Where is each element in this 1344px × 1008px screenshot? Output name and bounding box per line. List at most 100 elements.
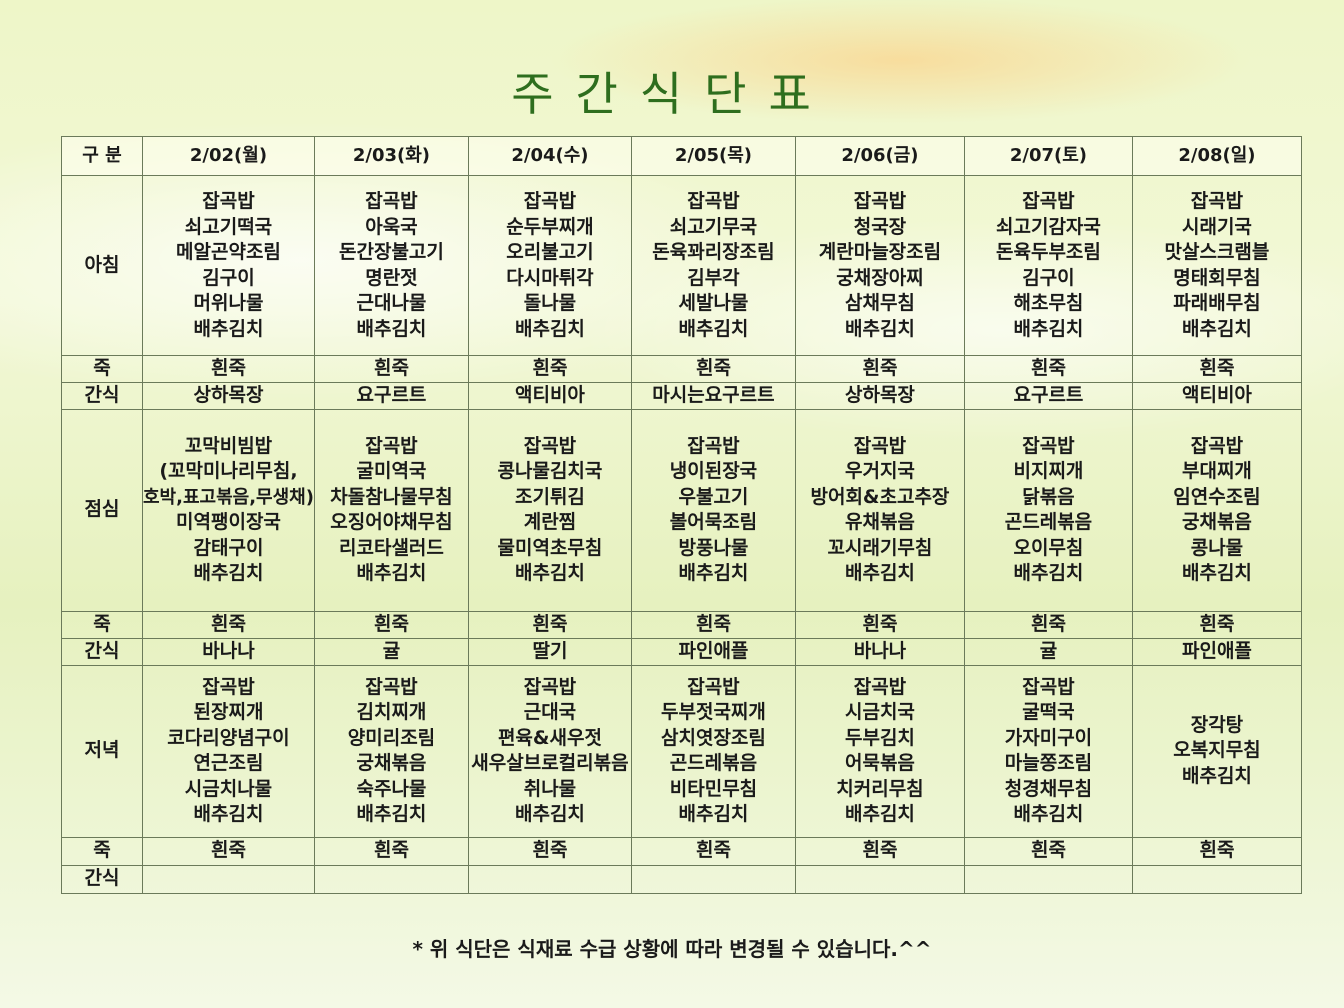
menu-item: 돌나물 (523, 292, 577, 314)
menu-item: 배추김치 (356, 562, 427, 584)
menu-item: 방어회&초고추장 (810, 485, 950, 508)
menu-item: 요구르트 (356, 383, 427, 406)
menu-item: 비타민무침 (669, 777, 758, 800)
header-category: 구 분 (61, 136, 143, 176)
row-porridge: 죽 흰죽 흰죽 흰죽 흰죽 흰죽 흰죽 흰죽 (61, 355, 1302, 383)
menu-item: 꼬시래기무침 (827, 536, 933, 559)
menu-item: 삼채무침 (844, 292, 915, 314)
menu-item: 청국장 (853, 215, 907, 238)
menu-cell: 흰죽 (963, 610, 1133, 639)
menu-cell: 마시는요구르트 (630, 381, 796, 410)
menu-cell: 바나나 (142, 637, 315, 666)
menu-cell: 잡곡밥 쇠고기떡국 메알곤약조림 김구이 머위나물 배추김치 (142, 175, 315, 356)
menu-cell: 잡곡밥 시래기국 맛살스크램블 명태회무침 파래배무침 배추김치 (1131, 175, 1302, 356)
menu-item: 배추김치 (193, 562, 264, 584)
menu-item: 배추김치 (1013, 803, 1084, 825)
menu-item: 마늘쫑조림 (1004, 752, 1093, 774)
menu-item: 배추김치 (1181, 317, 1252, 340)
menu-item: 잡곡밥 (202, 190, 255, 212)
menu-item: 흰죽 (1030, 839, 1066, 862)
menu-item: 흰죽 (210, 357, 246, 379)
menu-item: 배추김치 (1013, 562, 1084, 584)
menu-item: 궁채볶음 (1181, 511, 1252, 533)
page-title: 주간식단표 (511, 67, 833, 121)
menu-cell: 바나나 (794, 637, 965, 666)
menu-cell: 잡곡밥 순두부찌개 오리불고기 다시마튀각 돌나물 배추김치 (467, 175, 632, 356)
menu-cell: 잡곡밥 냉이된장국 우불고기 볼어묵조림 방풍나물 배추김치 (630, 408, 796, 612)
menu-item: 코다리양념구이 (167, 726, 290, 749)
menu-item: 잡곡밥 (687, 190, 740, 212)
menu-item: 굴미역국 (356, 460, 427, 482)
menu-cell: 흰죽 (1131, 355, 1302, 383)
menu-item: 흰죽 (695, 357, 731, 379)
menu-item: 흰죽 (862, 839, 898, 862)
header-row: 구 분 2/02(월) 2/03(화) 2/04(수) 2/05(목) 2/06(금) 2/… (61, 136, 1302, 176)
row-label: 아침 (61, 175, 143, 356)
menu-item: 잡곡밥 (1190, 434, 1244, 457)
menu-cell: 잡곡밥 콩나물김치국 조기튀김 계란찜 물미역초무침 배추김치 (467, 408, 632, 612)
menu-item: 잡곡밥 (523, 190, 577, 212)
menu-cell: 잡곡밥 두부젓국찌개 삼치엿장조림 곤드레볶음 비타민무침 배추김치 (630, 664, 796, 838)
menu-cell: 딸기 (467, 637, 632, 666)
menu-item: 두부김치 (844, 726, 915, 749)
menu-item: 우거지국 (844, 460, 915, 482)
header-date: 2/08(일) (1131, 136, 1302, 176)
menu-item: 딸기 (532, 639, 568, 662)
menu-item: 흰죽 (373, 839, 409, 862)
menu-item: 배추김치 (514, 803, 585, 825)
menu-item: 흰죽 (862, 612, 898, 635)
menu-item: 귤 (1039, 639, 1058, 662)
row-label: 간식 (61, 637, 143, 666)
header-date: 2/05(목) (630, 136, 796, 176)
menu-item: 흰죽 (1030, 357, 1066, 379)
row-label: 점심 (61, 408, 143, 612)
menu-item: 배추김치 (1013, 317, 1084, 340)
menu-item: 볼어묵조림 (669, 511, 758, 533)
menu-item: 액티비아 (514, 383, 585, 406)
menu-cell: 잡곡밥 아욱국 돈간장불고기 명란젓 근대나물 배추김치 (313, 175, 469, 356)
menu-item: 어묵볶음 (844, 752, 915, 774)
menu-cell: 잡곡밥 김치찌개 양미리조림 궁채볶음 숙주나물 배추김치 (313, 664, 469, 838)
menu-item: 배추김치 (844, 317, 915, 340)
menu-item: 배추김치 (514, 562, 585, 584)
row-porridge: 죽 흰죽 흰죽 흰죽 흰죽 흰죽 흰죽 흰죽 (61, 836, 1302, 866)
row-label: 저녁 (61, 664, 143, 838)
menu-item: 배추김치 (193, 803, 264, 825)
menu-item: 장각탕 (1190, 713, 1244, 736)
menu-cell: 장각탕 오복지무침 배추김치 (1131, 664, 1302, 838)
menu-cell: 흰죽 (630, 355, 796, 383)
menu-item: 다시마튀각 (506, 266, 594, 289)
menu-cell: 흰죽 (1131, 610, 1302, 639)
menu-item: 시금치국 (844, 701, 915, 723)
row-label: 죽 (61, 355, 143, 383)
menu-item: 냉이된장국 (669, 460, 758, 482)
menu-item: 잡곡밥 (853, 434, 907, 457)
menu-item: 비지찌개 (1013, 460, 1084, 482)
menu-item: 잡곡밥 (365, 675, 418, 698)
row-dinner: 저녁 잡곡밥 된장찌개 코다리양념구이 연근조림 시금치나물 배추김치 잡곡밥 김치찌개 양미리조… (61, 664, 1302, 838)
menu-cell: 흰죽 (794, 355, 965, 383)
menu-item: 흰죽 (373, 357, 409, 379)
menu-cell: 흰죽 (142, 355, 315, 383)
menu-cell: 잡곡밥 우거지국 방어회&초고추장 유채볶음 꼬시래기무침 배추김치 (794, 408, 965, 612)
menu-cell: 흰죽 (313, 610, 469, 639)
menu-cell (142, 864, 315, 894)
menu-item: 상하목장 (193, 383, 264, 406)
menu-item: 계란마늘장조림 (818, 241, 942, 263)
menu-item: 연근조림 (193, 752, 264, 774)
header-date: 2/03(화) (313, 136, 469, 176)
menu-item: 가자미구이 (1004, 726, 1093, 749)
menu-item: 잡곡밥 (523, 434, 577, 457)
menu-item: 잡곡밥 (1190, 190, 1244, 212)
menu-item: 흰죽 (695, 612, 731, 635)
menu-cell: 파인애플 (1131, 637, 1302, 666)
menu-cell: 잡곡밥 쇠고기감자국 돈육두부조림 김구이 해초무침 배추김치 (963, 175, 1133, 356)
menu-cell: 잡곡밥 된장찌개 코다리양념구이 연근조림 시금치나물 배추김치 (142, 664, 315, 838)
header-date: 2/06(금) (794, 136, 965, 176)
menu-item: 김구이 (1022, 266, 1075, 289)
menu-cell: 요구르트 (313, 381, 469, 410)
menu-item: 조기튀김 (514, 485, 585, 508)
menu-item: 잡곡밥 (1022, 675, 1075, 698)
menu-cell: 흰죽 (142, 610, 315, 639)
menu-cell: 잡곡밥 청국장 계란마늘장조림 궁채장아찌 삼채무침 배추김치 (794, 175, 965, 356)
